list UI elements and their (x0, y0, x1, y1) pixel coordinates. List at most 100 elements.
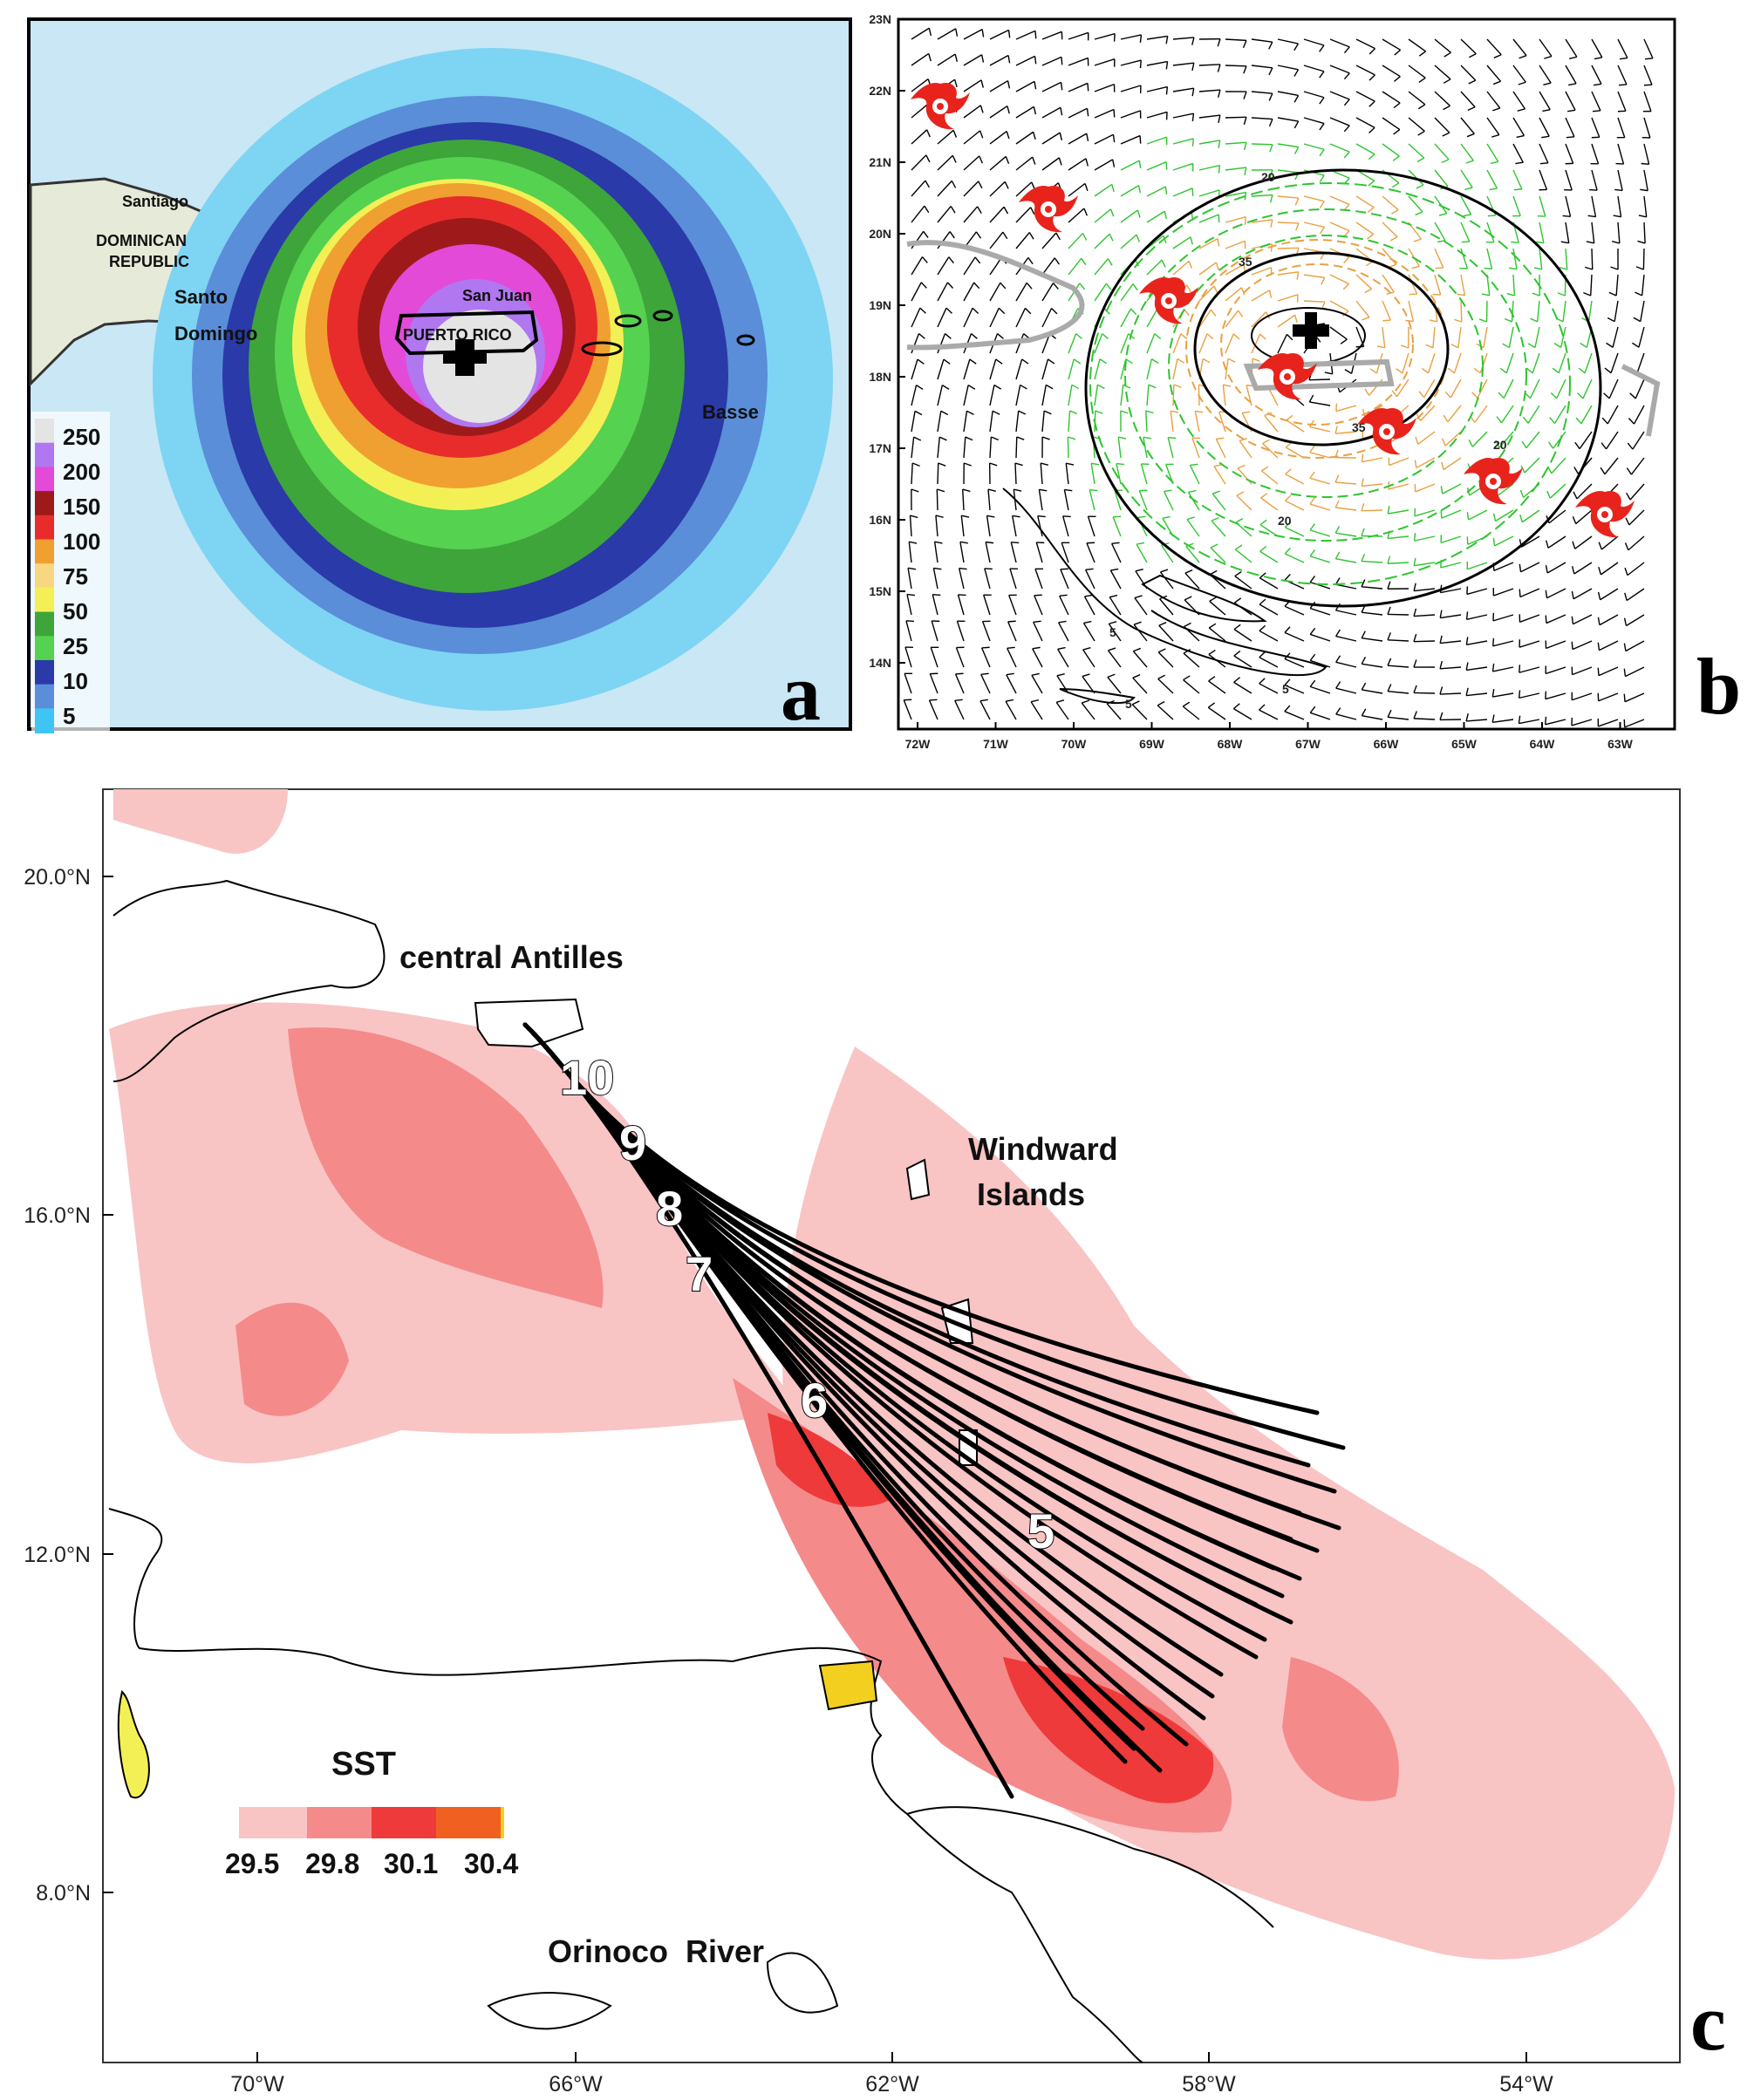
wind-barb (1120, 85, 1142, 92)
wind-barb-feather (1016, 436, 1025, 440)
wind-barb (1626, 614, 1645, 627)
wind-barb (1573, 562, 1593, 575)
wind-barb-feather (1496, 416, 1503, 424)
label-republic: REPUBLIC (109, 253, 189, 270)
wind-barb (1211, 493, 1226, 511)
wind-barb (1575, 509, 1593, 525)
wind-barb-feather (964, 462, 972, 467)
legend-value: 100 (63, 528, 100, 555)
wind-barb-feather (980, 54, 985, 63)
sst-patch-29-8-sw (235, 1302, 349, 1416)
wind-barb-feather (995, 358, 1003, 365)
wind-barb (911, 78, 929, 92)
wind-barb (1355, 300, 1370, 318)
wind-barb-feather (1161, 259, 1166, 268)
wind-barb-feather (1086, 542, 1095, 544)
wind-barb-feather (1574, 441, 1580, 449)
wind-barb-feather (1165, 61, 1169, 70)
contour-label-5-c: 5 (1125, 697, 1132, 711)
wind-barb (989, 54, 1009, 66)
wind-barb (1068, 107, 1088, 119)
wind-barb (1625, 640, 1645, 652)
wind-barb (1643, 143, 1650, 165)
wind-barb-feather (1614, 188, 1623, 192)
sst-legend-value: 29.8 (305, 1848, 359, 1879)
legend-value: 50 (63, 598, 88, 624)
wind-barb (1198, 89, 1220, 92)
wind-barb (1468, 509, 1488, 521)
wind-barb (962, 488, 965, 511)
wind-barb-feather (1441, 461, 1444, 470)
wind-barb (963, 307, 973, 328)
wind-barb (1329, 222, 1350, 232)
label-orinoco-river: Orinoco River (548, 1933, 764, 1969)
label-santiago: Santiago (122, 193, 188, 210)
wind-barb-feather (1284, 678, 1291, 686)
wind-barb (935, 515, 938, 537)
wind-barb (907, 568, 912, 590)
wind-barb-feather (1032, 156, 1036, 165)
wind-barb-feather (1293, 95, 1300, 103)
wind-barb (937, 180, 952, 197)
wind-barb (1038, 489, 1043, 511)
wind-barb (1547, 535, 1566, 549)
wind-barb (1094, 358, 1101, 380)
wind-barb-feather (1493, 54, 1502, 58)
wind-barb (1408, 91, 1426, 106)
wind-barb (1251, 290, 1270, 302)
wind-barb-feather (1443, 78, 1451, 84)
wind-barb-feather (1037, 515, 1046, 518)
wind-barb (1388, 716, 1409, 720)
wind-barb-feather (1465, 662, 1469, 671)
wind-barb-feather (1216, 437, 1225, 440)
wind-barb-feather (1387, 556, 1391, 564)
wind-barb-feather (1489, 188, 1498, 191)
wind-barb (959, 542, 965, 563)
wind-barb (1573, 588, 1593, 600)
wind-barb-feather (1396, 368, 1403, 374)
wind-barb (1329, 326, 1348, 340)
wind-barb-feather (1413, 533, 1416, 542)
wind-barb-feather (1268, 290, 1273, 298)
wind-barb (1529, 378, 1540, 399)
wind-barb-feather (1309, 419, 1315, 427)
wind-barb (1015, 30, 1036, 40)
lat-tick-label: 22N (869, 84, 891, 98)
wind-barb (1089, 489, 1095, 511)
wind-barb-feather (1319, 174, 1325, 182)
wind-barb (905, 620, 912, 642)
wind-barb (1600, 562, 1619, 576)
wind-barb (1545, 719, 1566, 726)
wind-barb-feather (986, 515, 995, 518)
wind-barb-feather (1085, 158, 1089, 167)
wind-barb-feather (916, 385, 924, 391)
wind-barb-feather (1492, 107, 1501, 112)
wind-barb (1015, 308, 1027, 328)
wind-barb (1486, 65, 1502, 82)
wind-barb-feather (1413, 583, 1416, 591)
wind-barb (1591, 143, 1600, 165)
wind-barb (1068, 82, 1089, 92)
wind-barb-feather (1165, 36, 1169, 44)
wind-barb (1434, 169, 1449, 188)
wind-barb (1225, 65, 1247, 67)
wind-barb-feather (1309, 679, 1316, 687)
wind-barb (1440, 588, 1462, 594)
wind-barb (1633, 405, 1645, 425)
wind-barb-feather (1546, 490, 1551, 499)
wind-barb (1041, 106, 1061, 119)
contour-label-35-right: 35 (1352, 420, 1366, 434)
wind-barb (1040, 463, 1043, 485)
track-day-label-10: 10 (560, 1050, 614, 1105)
wind-barb (1259, 683, 1279, 694)
wind-barb-feather (1415, 211, 1423, 216)
wind-barb (1146, 210, 1165, 223)
wind-barb (911, 129, 928, 145)
wind-barb-feather (1075, 333, 1082, 339)
wind-barb-feather (1157, 648, 1166, 653)
wind-barb-feather (1125, 358, 1133, 365)
wind-barb-feather (1492, 537, 1496, 546)
wind-barb-feather (1013, 488, 1022, 492)
wind-barb-feather (1309, 627, 1316, 635)
wind-barb-feather (1568, 83, 1577, 86)
